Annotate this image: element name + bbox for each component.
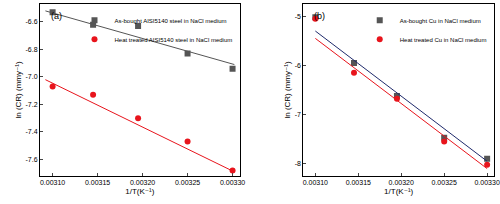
svg-text:0.00315: 0.00315 [346, 179, 371, 186]
svg-text:0.00320: 0.00320 [389, 179, 414, 186]
svg-text:-7.2: -7.2 [26, 101, 38, 108]
svg-text:0.00310: 0.00310 [40, 179, 65, 186]
svg-text:0.00320: 0.00320 [130, 179, 155, 186]
svg-text:As-bought AISI5140 steel in Na: As-bought AISI5140 steel in NaCl medium [114, 18, 226, 24]
svg-text:0.00310: 0.00310 [303, 179, 328, 186]
svg-text:-7: -7 [295, 111, 301, 118]
svg-text:0.00315: 0.00315 [85, 179, 110, 186]
svg-text:-7.6: -7.6 [26, 156, 38, 163]
svg-text:0.00330: 0.00330 [474, 179, 499, 186]
svg-text:-6.8: -6.8 [26, 46, 38, 53]
svg-text:-6: -6 [295, 62, 301, 69]
svg-text:0.00330: 0.00330 [220, 179, 245, 186]
svg-text:-7.0: -7.0 [26, 73, 38, 80]
svg-text:Heat treated Cu in NaCl medium: Heat treated Cu in NaCl medium [400, 37, 487, 43]
svg-text:-6.6: -6.6 [26, 18, 38, 25]
svg-text:0.00325: 0.00325 [175, 179, 200, 186]
svg-text:(b): (b) [314, 11, 325, 21]
svg-text:Heat treated AISI5140 steel in: Heat treated AISI5140 steel in NaCl medi… [114, 37, 232, 43]
svg-text:ln (CR) (mmy⁻¹): ln (CR) (mmy⁻¹) [14, 61, 23, 118]
svg-text:0.00325: 0.00325 [432, 179, 457, 186]
svg-text:1/T(K⁻¹): 1/T(K⁻¹) [125, 187, 154, 196]
svg-text:-8: -8 [295, 160, 301, 167]
svg-text:(a): (a) [51, 11, 62, 21]
svg-text:ln (CR) (mmy⁻¹): ln (CR) (mmy⁻¹) [283, 61, 292, 118]
svg-text:As-bought Cu in NaCl medium: As-bought Cu in NaCl medium [400, 18, 481, 24]
svg-text:1/T(K⁻¹): 1/T(K⁻¹) [384, 187, 413, 196]
svg-text:-7.4: -7.4 [26, 128, 38, 135]
svg-text:-5: -5 [295, 13, 301, 20]
